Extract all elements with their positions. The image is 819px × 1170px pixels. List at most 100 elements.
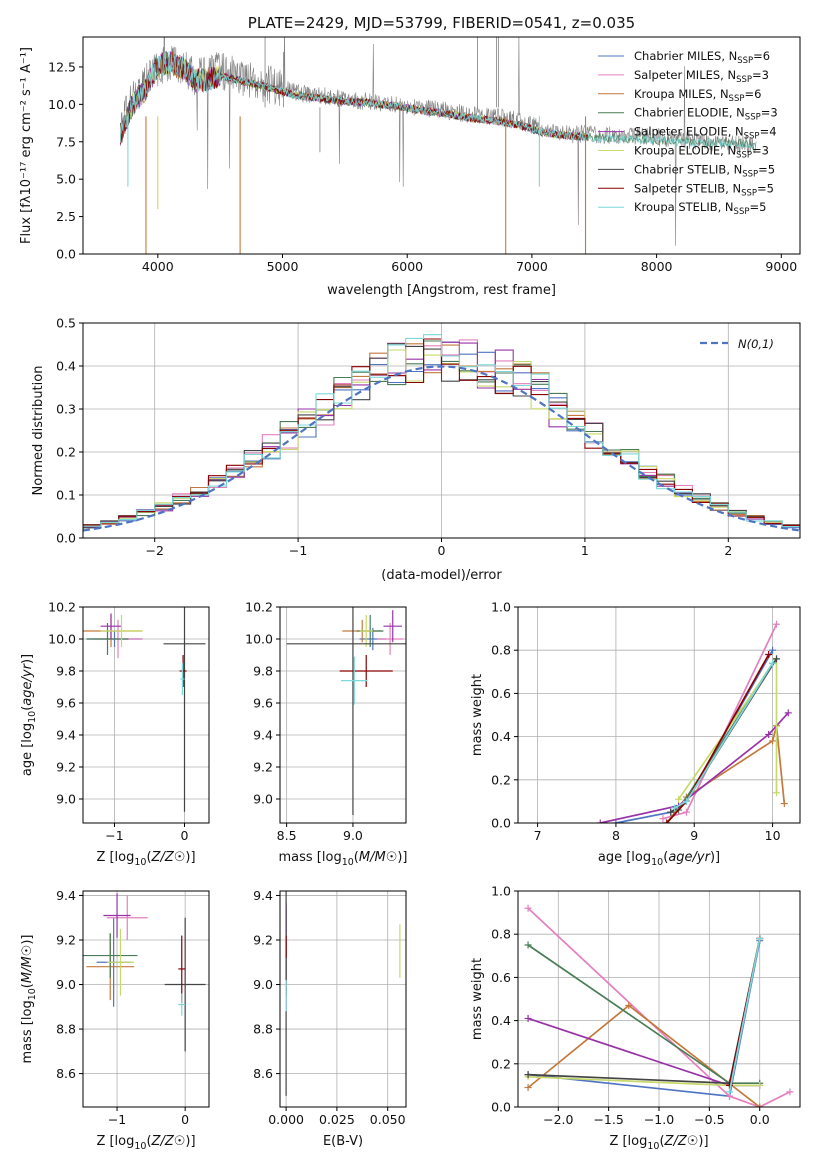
y-tick-label: 9.4 [253, 728, 273, 743]
y-tick-label: 0.4 [491, 729, 511, 744]
y-tick-label: 10.2 [245, 600, 273, 615]
observed-spectrum [120, 37, 757, 246]
y-tick-label: 0.8 [491, 643, 511, 658]
x-tick-label: 9 [690, 828, 698, 843]
weight-marker [663, 819, 671, 823]
weight-line-1 [528, 940, 761, 1098]
y-tick-label: 9.6 [56, 696, 76, 711]
legend-entry-5: Salpeter ELODIE, NSSP=4 [634, 125, 777, 142]
weight-marker [682, 808, 690, 816]
y-tick-label: 0.2 [56, 445, 76, 460]
axes-frame [82, 36, 801, 255]
spectrum-xlabel: wavelength [Angstrom, rest frame] [327, 283, 556, 298]
weight-marker [524, 941, 532, 949]
x-tick-label: 0.025 [319, 1112, 355, 1127]
x-tick-label: 0.050 [370, 1112, 406, 1127]
y-tick-label: 5.0 [56, 172, 76, 187]
axes-frame [82, 606, 210, 824]
y-tick-label: 10.0 [48, 97, 76, 112]
weight-marker [682, 797, 690, 805]
legend-entry-2: Salpeter MILES, NSSP=3 [634, 68, 769, 85]
y-tick-label: 8.8 [56, 1022, 76, 1037]
x-tick-label: 8000 [641, 259, 673, 274]
y-tick-label: 9.2 [56, 932, 76, 947]
legend-entry-4: Chabrier ELODIE, NSSP=3 [634, 106, 778, 123]
panel-xlabel: Z [log10(Z/Z☉)] [96, 1134, 195, 1152]
weight-marker [596, 819, 604, 823]
weight-marker [667, 808, 675, 816]
normal-reference-curve [83, 365, 800, 532]
x-tick-label: 0.0 [750, 1112, 770, 1127]
axes-frame [517, 606, 801, 824]
weight-marker [675, 795, 683, 803]
x-tick-label: 4000 [142, 259, 174, 274]
y-tick-label: 9.0 [56, 977, 76, 992]
panel-xlabel: mass [log10(M/M☉)] [279, 850, 408, 868]
x-tick-label: 6000 [391, 259, 423, 274]
x-tick-label: 0 [181, 828, 189, 843]
y-tick-label: 0.0 [56, 531, 76, 546]
y-tick-label: 0.4 [56, 359, 76, 374]
weight-marker [671, 804, 679, 812]
x-tick-label: −1 [105, 828, 123, 843]
weight-marker [769, 659, 777, 667]
x-tick-label: 9000 [765, 259, 797, 274]
weight-marker [765, 651, 773, 659]
y-tick-label: 0.8 [491, 927, 511, 942]
plot-area [83, 893, 206, 1052]
y-tick-label: 9.4 [56, 888, 76, 903]
panel-xlabel: age [log10(age/yr)] [598, 850, 720, 868]
axes-frame [517, 890, 801, 1108]
plot-area [83, 607, 206, 812]
y-tick-label: 0.6 [491, 686, 511, 701]
hist-xlabel: (data-model)/error [381, 568, 502, 583]
y-tick-label: 10.0 [245, 632, 273, 647]
y-tick-label: 9.6 [253, 696, 273, 711]
weight-line-4 [527, 944, 760, 1085]
y-tick-label: 9.2 [253, 760, 273, 775]
y-tick-label: 0.5 [56, 316, 76, 331]
plot-area [285, 891, 401, 1096]
x-tick-label: 9.0 [343, 828, 363, 843]
weight-line-9 [728, 938, 761, 1093]
weight-marker [769, 737, 777, 745]
weight-marker [765, 730, 773, 738]
x-tick-label: 8 [612, 828, 620, 843]
x-tick-label: −1.5 [593, 1112, 623, 1127]
x-tick-label: 7000 [516, 259, 548, 274]
x-tick-label: 2 [724, 543, 732, 558]
y-tick-label: 0.1 [56, 488, 76, 503]
plot-area [83, 334, 800, 532]
panel-ylabel: mass [log10(M/M☉)] [20, 935, 38, 1064]
y-tick-label: 8.6 [253, 1066, 273, 1081]
y-tick-label: 0.2 [491, 772, 511, 787]
weight-marker [773, 620, 780, 628]
model-spectrum-9 [120, 51, 756, 150]
y-tick-label: 12.5 [48, 59, 76, 74]
y-tick-label: 9.4 [253, 888, 273, 903]
legend-entry-3: Kroupa MILES, NSSP=6 [634, 87, 761, 104]
panel-ylabel: mass weight [470, 674, 485, 756]
plot-area [596, 620, 792, 823]
x-tick-label: 8.5 [277, 828, 297, 843]
weight-marker [524, 1071, 532, 1079]
x-tick-label: −2.0 [543, 1112, 573, 1127]
y-tick-label: 8.6 [56, 1066, 76, 1081]
axes-frame [279, 890, 407, 1108]
x-tick-label: 0 [438, 543, 446, 558]
weight-marker [780, 800, 788, 808]
panel-ylabel: age [log10(age/yr)] [20, 654, 38, 776]
y-tick-label: 0.0 [491, 1100, 511, 1115]
legend-entry-9: Kroupa STELIB, NSSP=5 [634, 200, 766, 217]
y-tick-label: 8.8 [253, 1022, 273, 1037]
x-tick-label: 1 [581, 543, 589, 558]
weight-marker [524, 1084, 532, 1092]
legend-entry-gaussian: N(0,1) [738, 337, 774, 351]
panel-xlabel: Z [log10(Z/Z☉)] [609, 1134, 708, 1152]
model-spectrum-1 [120, 52, 589, 141]
weight-marker [726, 1088, 733, 1096]
axes-frame [82, 890, 210, 1108]
weight-marker [625, 1001, 633, 1009]
x-tick-label: −2 [145, 543, 163, 558]
y-tick-label: 0.0 [56, 247, 76, 262]
